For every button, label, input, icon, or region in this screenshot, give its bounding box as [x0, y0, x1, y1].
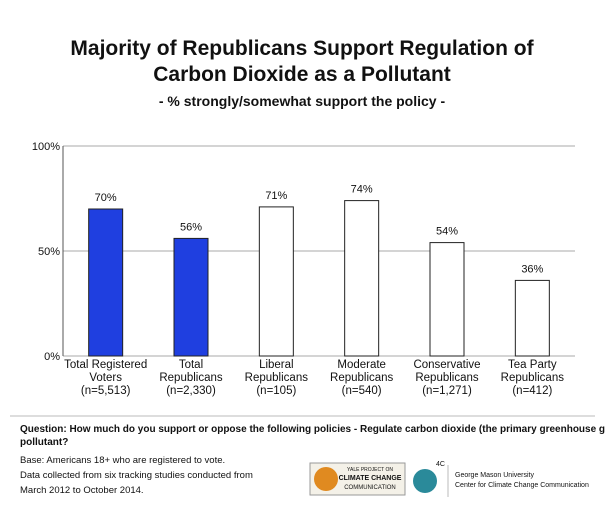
x-tick-label: Moderate [337, 359, 386, 371]
x-tick-label: Liberal [259, 359, 294, 371]
note: March 2012 to October 2014. [20, 485, 144, 496]
gmu-logo: 4C George Mason University Center for Cl… [413, 461, 589, 497]
chart-subtitle: - % strongly/somewhat support the policy… [159, 93, 446, 109]
value-label: 74% [351, 184, 373, 196]
x-tick-label: Voters [89, 372, 122, 384]
x-tick-label: Republicans [501, 372, 565, 384]
x-tick-label: (n=105) [256, 385, 296, 397]
x-tick-label: (n=540) [342, 385, 382, 397]
logo-text: YALE PROJECT ON [347, 467, 393, 473]
x-tick-label: Republicans [415, 372, 479, 384]
bar [88, 208, 124, 357]
logo-mark [413, 469, 437, 493]
x-tick-label: Republicans [159, 372, 223, 384]
x-tick-label: Total Registered [64, 359, 147, 371]
bar [344, 200, 380, 357]
logo-text: Center for Climate Change Communication [455, 482, 589, 489]
y-tick-label: 50% [38, 246, 60, 258]
x-tick-label: Republicans [245, 372, 309, 384]
value-label: 71% [265, 190, 287, 202]
value-label: 36% [521, 263, 543, 275]
y-tick-label: 0% [44, 351, 60, 363]
x-tick-label: (n=2,330) [166, 385, 216, 397]
x-tick-label: Republicans [330, 372, 394, 384]
x-tick-label: Conservative [413, 359, 480, 371]
question: pollutant? [20, 437, 68, 448]
x-tick-label: (n=1,271) [422, 385, 472, 397]
logo-text: CLIMATE CHANGE [339, 475, 402, 482]
x-tick-label: Tea Party [508, 359, 557, 371]
logo-globe [314, 467, 338, 491]
chart-title: Carbon Dioxide as a Pollutant [153, 63, 451, 86]
value-label: 70% [95, 192, 117, 204]
logo-text: 4C [436, 461, 445, 468]
note: Base: Americans 18+ who are registered t… [20, 455, 225, 466]
note: Data collected from six tracking studies… [20, 470, 253, 481]
y-tick-label: 100% [32, 141, 60, 153]
bar [429, 242, 465, 357]
x-tick-label: (n=5,513) [81, 385, 131, 397]
chart-title: Majority of Republicans Support Regulati… [70, 37, 534, 60]
value-label: 54% [436, 226, 458, 238]
x-tick-label: Total [179, 359, 203, 371]
yale-logo: YALE PROJECT ON CLIMATE CHANGE COMMUNICA… [309, 462, 406, 496]
x-tick-label: (n=412) [512, 385, 552, 397]
bar [514, 279, 550, 357]
question: Question: How much do you support or opp… [20, 424, 605, 435]
logo-text: COMMUNICATION [344, 485, 396, 491]
bar [258, 206, 294, 357]
logo-text: George Mason University [455, 472, 534, 479]
bar [173, 237, 209, 357]
value-label: 56% [180, 221, 202, 233]
